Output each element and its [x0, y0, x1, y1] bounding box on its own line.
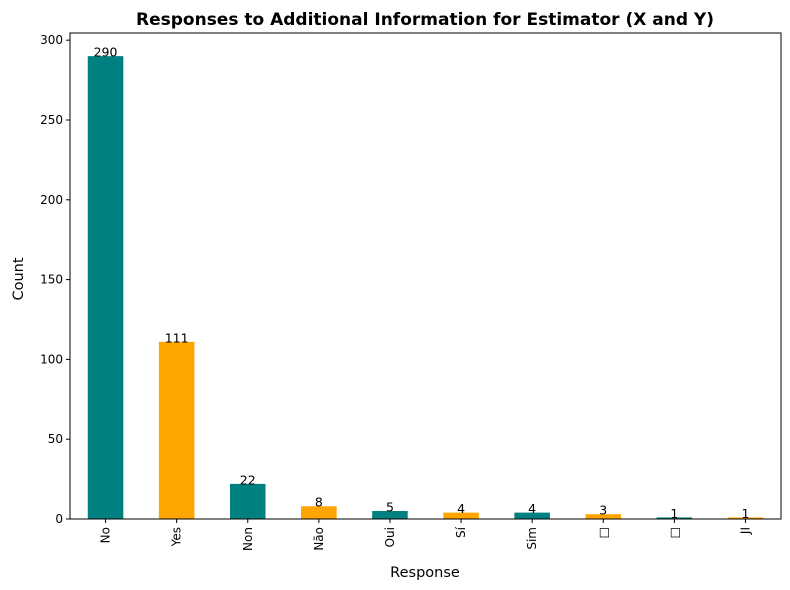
y-tick-label-2: 100 [40, 352, 63, 366]
bar-2 [229, 483, 266, 519]
x-tick-label-8: □ [667, 527, 681, 538]
data-label-0: 290 [94, 45, 118, 60]
x-tick-label-4: Oui [383, 527, 397, 547]
data-label-7: 3 [599, 503, 607, 518]
bar-1 [158, 341, 195, 519]
data-label-8: 1 [670, 506, 678, 521]
x-tick-label-9: JI [738, 527, 752, 535]
x-tick-label-7: □ [596, 527, 610, 538]
data-label-5: 4 [457, 501, 465, 516]
x-tick-label-5: Sí [454, 526, 468, 538]
bar-6 [514, 512, 550, 519]
y-tick-label-0: 0 [55, 512, 63, 526]
bar-7 [585, 514, 622, 519]
bar-3 [301, 506, 337, 519]
x-tick-label-1: Yes [170, 527, 184, 547]
y-tick-label-4: 200 [40, 193, 63, 207]
chart-title: Responses to Additional Information for … [136, 10, 714, 30]
data-label-4: 5 [386, 500, 394, 515]
x-tick-label-3: Não [312, 527, 326, 551]
data-label-2: 22 [240, 472, 256, 487]
data-label-6: 4 [528, 501, 536, 516]
x-tick-label-0: No [99, 527, 113, 543]
x-tick-label-2: Non [241, 527, 255, 551]
bar-0 [87, 56, 124, 520]
data-label-1: 111 [165, 330, 189, 345]
bar-9 [727, 517, 764, 519]
y-tick-label-5: 250 [40, 113, 63, 127]
data-label-9: 1 [741, 506, 749, 521]
bar-4 [372, 511, 408, 519]
y-axis-label: Count [11, 257, 27, 300]
bar-8 [656, 517, 693, 519]
y-tick-label-3: 150 [40, 273, 63, 287]
plot-area: 290 111 22 8 5 4 4 3 1 1 0 50 100 150 200 250 300 No Yes No… [40, 32, 782, 551]
axes-frame [69, 32, 782, 520]
y-tick-label-6: 300 [40, 33, 63, 47]
data-label-3: 8 [315, 495, 323, 510]
bar-5 [443, 512, 479, 519]
x-axis-label: Response [390, 565, 460, 581]
x-tick-label-6: Sim [525, 527, 539, 550]
y-tick-label-1: 50 [48, 432, 63, 446]
